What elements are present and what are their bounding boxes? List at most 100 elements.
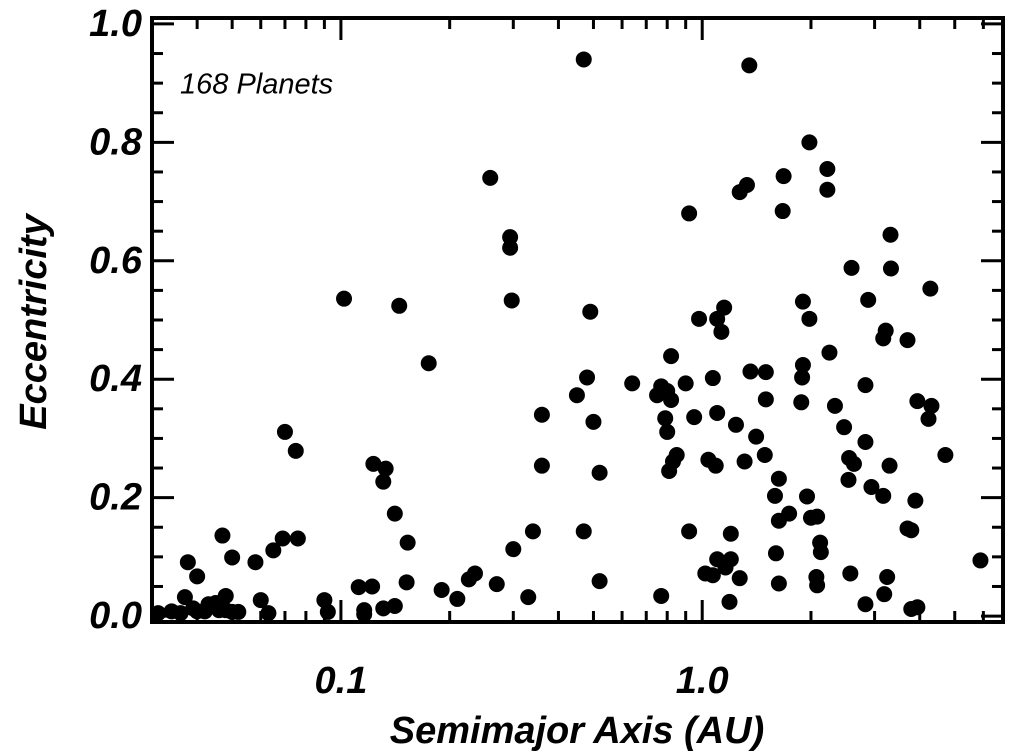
point (731, 184, 748, 201)
point (150, 605, 167, 622)
point (794, 293, 811, 310)
point (713, 323, 730, 340)
point (653, 587, 670, 604)
point (520, 589, 537, 606)
point (742, 363, 759, 380)
point (875, 487, 892, 504)
point (276, 423, 293, 440)
point (260, 605, 277, 622)
x-axis-title: Semimajor Axis (AU) (390, 710, 764, 752)
point (575, 523, 592, 540)
point (681, 205, 698, 222)
point (350, 579, 367, 596)
point (659, 423, 676, 440)
point (727, 416, 744, 433)
point (649, 387, 666, 404)
point (364, 578, 381, 595)
point (579, 369, 596, 386)
point (398, 574, 415, 591)
point (289, 530, 306, 547)
point (365, 455, 382, 472)
point (770, 575, 787, 592)
point (819, 161, 836, 177)
y-tick-label: 0.6 (89, 240, 143, 282)
point (677, 375, 694, 392)
point (722, 525, 739, 542)
point (375, 473, 392, 490)
point (375, 600, 392, 617)
point (196, 603, 213, 620)
point (922, 280, 939, 297)
point (721, 593, 738, 610)
point (503, 292, 520, 309)
point (582, 303, 599, 320)
x-tick-label: 1.0 (676, 660, 729, 702)
point (224, 603, 241, 620)
point (709, 404, 726, 421)
point (717, 559, 734, 576)
point (568, 387, 585, 404)
point (505, 541, 522, 558)
point (704, 567, 721, 584)
point (386, 505, 403, 522)
point (770, 470, 787, 487)
point (524, 523, 541, 540)
point (172, 605, 189, 622)
point (857, 433, 874, 450)
point (812, 544, 829, 561)
point (799, 488, 816, 505)
point (882, 260, 899, 277)
point (842, 565, 859, 582)
point (399, 534, 416, 551)
point (845, 455, 862, 472)
y-tick-label: 0.2 (89, 477, 142, 519)
point (767, 545, 784, 562)
point (449, 590, 466, 607)
y-tick-label: 0.4 (89, 358, 142, 400)
point (809, 577, 826, 594)
point (876, 586, 893, 603)
point (681, 523, 698, 540)
point (937, 447, 954, 464)
point (533, 406, 550, 423)
point (793, 394, 810, 411)
point (860, 291, 877, 308)
point (224, 549, 241, 566)
point (433, 582, 450, 599)
point (686, 409, 703, 426)
point (972, 552, 989, 569)
point (819, 181, 836, 198)
point (881, 457, 898, 474)
point (356, 606, 373, 623)
point (663, 391, 680, 408)
point (920, 410, 937, 427)
point (287, 442, 304, 459)
point (748, 428, 765, 445)
point (657, 410, 674, 427)
point (882, 226, 899, 243)
point (774, 203, 791, 220)
point (766, 487, 783, 504)
point (624, 375, 641, 392)
point (923, 397, 940, 414)
y-tick-label: 1.0 (89, 3, 142, 45)
point (840, 471, 857, 488)
point (909, 393, 926, 410)
y-axis-title: Eccentricity (13, 212, 55, 429)
point (899, 332, 916, 349)
point (909, 599, 926, 616)
point (591, 464, 608, 481)
point (757, 364, 774, 381)
point (809, 508, 826, 525)
point (575, 51, 592, 68)
point (775, 168, 792, 185)
y-tick-label: 0.0 (89, 595, 142, 637)
point (907, 492, 924, 509)
point (482, 169, 499, 186)
point (716, 299, 733, 316)
x-tick-label: 0.1 (315, 660, 368, 702)
point (741, 57, 758, 74)
point (731, 570, 748, 587)
point (875, 330, 892, 347)
